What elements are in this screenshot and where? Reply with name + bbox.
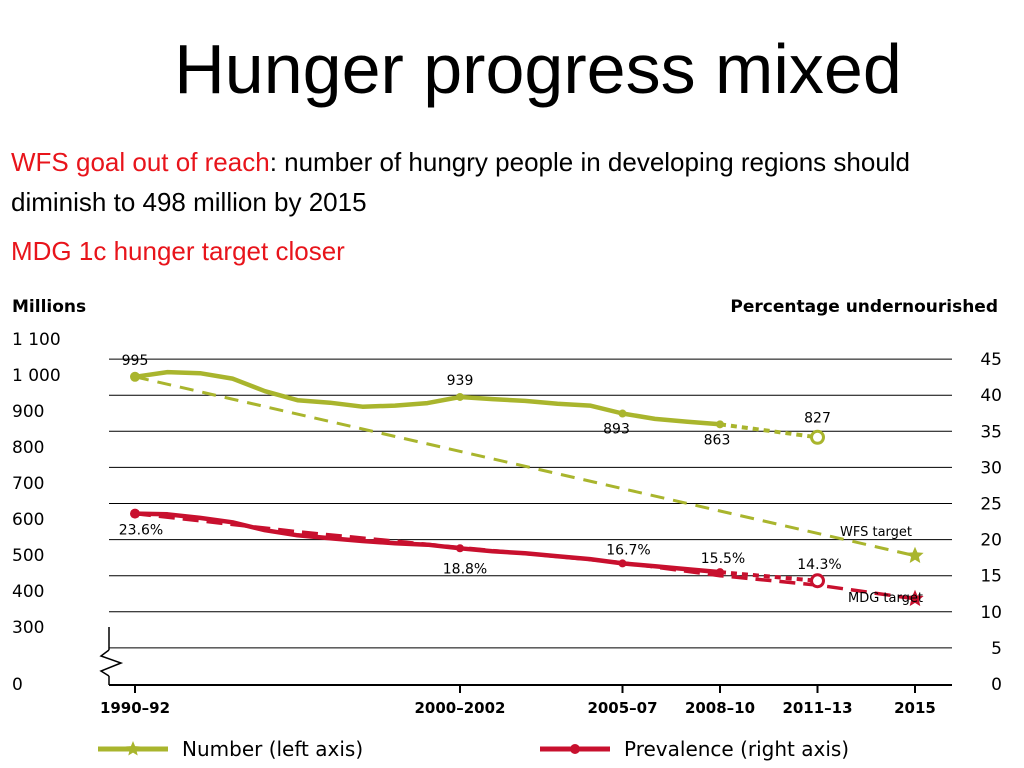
left-tick-label: 400 <box>12 582 44 602</box>
number-point <box>456 392 464 401</box>
left-tick-label: 600 <box>12 510 44 530</box>
right-tick-label: 5 <box>991 639 1002 659</box>
wfs-target-label: WFS target <box>840 525 912 540</box>
left-axis-title: Millions <box>12 297 86 317</box>
legend-marker <box>570 744 580 754</box>
prevalence-point <box>456 544 464 553</box>
prevalence-data-label: 14.3% <box>797 557 841 573</box>
right-tick-label: 40 <box>980 386 1002 406</box>
number-data-label: 995 <box>122 353 149 369</box>
hunger-chart: Millions Percentage undernourished 1 100… <box>12 297 1002 761</box>
legend-label: Prevalence (right axis) <box>624 737 849 761</box>
right-tick-label: 0 <box>991 675 1002 695</box>
prevalence-data-label: 15.5% <box>701 551 745 567</box>
left-tick-label: 700 <box>12 474 44 494</box>
number-point <box>716 420 724 429</box>
prevalence-data-label: 16.7% <box>606 542 650 558</box>
right-tick-label: 10 <box>980 603 1002 623</box>
prevalence-projection-point <box>810 573 825 589</box>
right-tick-label: 30 <box>980 458 1002 478</box>
number-data-label: 863 <box>704 432 731 448</box>
bullet-wfs-goal-text: : number of hungry people in developing … <box>11 147 911 217</box>
left-tick-label: 1 000 <box>12 366 61 386</box>
number-projection-line <box>719 422 818 440</box>
legend-label: Number (left axis) <box>182 737 363 761</box>
right-tick-label: 35 <box>980 422 1002 442</box>
prevalence-data-label: 23.6% <box>119 523 163 539</box>
mdg-target-label: MDG target <box>848 591 923 606</box>
bullet-wfs-goal-highlight: WFS goal out of reach <box>11 147 270 177</box>
left-tick-label: 800 <box>12 438 44 458</box>
x-tick-label: 2008–10 <box>685 699 755 717</box>
x-tick-label: 2015 <box>894 699 936 717</box>
right-tick-label: 45 <box>980 350 1002 370</box>
bullet-mdg-target: MDG 1c hunger target closer <box>11 236 345 266</box>
number-data-label: 893 <box>603 422 630 438</box>
left-tick-label: 0 <box>12 675 23 695</box>
slide-title: Hunger progress mixed <box>174 30 902 108</box>
chart-legend: Number (left axis) Prevalence (right axis… <box>98 737 849 761</box>
bullet-wfs-goal: WFS goal out of reach: number of hungry … <box>11 142 1011 222</box>
x-tick-label: 2000–2002 <box>415 699 506 717</box>
axis-break-mark <box>99 649 124 677</box>
number-projection-point <box>810 429 825 445</box>
left-tick-label: 300 <box>12 618 44 638</box>
left-tick-label: 500 <box>12 546 44 566</box>
number-data-label: 939 <box>447 373 474 389</box>
left-tick-label: 1 100 <box>12 330 61 350</box>
number-data-label: 827 <box>804 410 831 426</box>
prevalence-data-label: 18.8% <box>443 561 487 577</box>
right-tick-label: 15 <box>980 567 1002 587</box>
x-tick-label: 1990–92 <box>100 699 170 717</box>
right-axis-title: Percentage undernourished <box>730 297 998 317</box>
right-tick-label: 20 <box>980 531 1002 551</box>
right-tick-label: 25 <box>980 495 1002 515</box>
number-point <box>618 409 627 418</box>
wfs-target-line <box>134 375 916 558</box>
wfs-target-star <box>906 546 924 563</box>
x-tick-label: 2011–13 <box>782 699 852 717</box>
number-series-line <box>134 369 721 427</box>
number-point <box>130 371 140 382</box>
left-tick-label: 900 <box>12 402 44 422</box>
x-tick-label: 2005–07 <box>587 699 657 717</box>
mdg-target-star <box>906 589 924 607</box>
prevalence-point <box>716 568 724 577</box>
prevalence-point <box>618 559 627 568</box>
prevalence-projection-line <box>719 570 818 583</box>
prevalence-point <box>130 508 140 519</box>
legend-marker <box>125 741 141 756</box>
